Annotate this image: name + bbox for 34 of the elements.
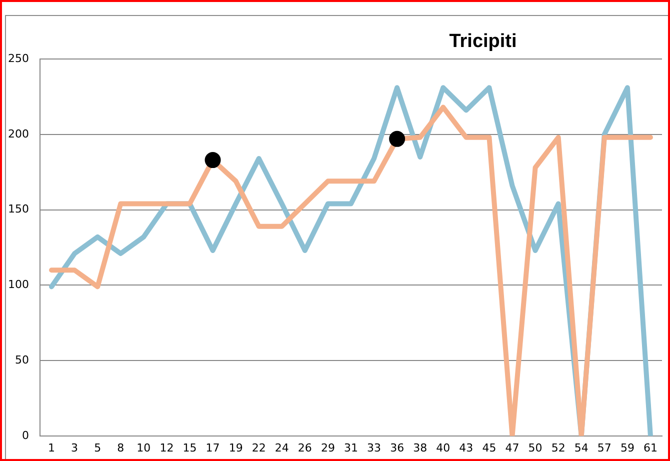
x-tick-label: 50 bbox=[528, 441, 542, 454]
chart-title: Tricipiti bbox=[449, 31, 517, 53]
x-tick-label: 19 bbox=[228, 441, 243, 454]
x-tick-label: 22 bbox=[252, 441, 266, 454]
x-tick-label: 3 bbox=[71, 441, 78, 454]
x-tick-label: 54 bbox=[574, 441, 588, 454]
y-tick-label: 50 bbox=[15, 353, 29, 366]
x-tick-label: 59 bbox=[620, 441, 634, 454]
x-tick-label: 24 bbox=[274, 441, 289, 454]
x-tick-label: 8 bbox=[117, 441, 124, 454]
x-tick-label: 5 bbox=[94, 441, 102, 454]
x-tick-label: 45 bbox=[482, 441, 496, 454]
y-tick-label: 100 bbox=[8, 278, 29, 292]
y-tick-label: 150 bbox=[8, 202, 29, 216]
y-tick-label: 200 bbox=[8, 127, 29, 140]
x-tick-label: 57 bbox=[597, 441, 612, 454]
x-tick-label: 15 bbox=[182, 441, 197, 454]
x-tick-label: 17 bbox=[206, 441, 220, 454]
x-tick-label: 36 bbox=[390, 441, 404, 454]
y-tick-label: 250 bbox=[8, 52, 29, 65]
x-tick-label: 40 bbox=[436, 441, 450, 454]
x-tick-label: 33 bbox=[367, 441, 382, 454]
y-tick-label: 0 bbox=[22, 428, 29, 442]
x-tick-label: 52 bbox=[551, 441, 566, 454]
x-tick-label: 38 bbox=[413, 441, 428, 454]
x-tick-label: 29 bbox=[320, 441, 335, 454]
x-tick-label: 12 bbox=[160, 441, 174, 454]
x-tick-label: 26 bbox=[298, 441, 312, 454]
x-tick-label: 47 bbox=[505, 441, 520, 454]
x-tick-label: 61 bbox=[643, 441, 658, 454]
x-tick-label: 31 bbox=[344, 441, 358, 454]
x-tick-label: 10 bbox=[136, 441, 151, 454]
x-tick-label: 43 bbox=[459, 441, 474, 454]
x-tick-label: 1 bbox=[48, 441, 56, 454]
